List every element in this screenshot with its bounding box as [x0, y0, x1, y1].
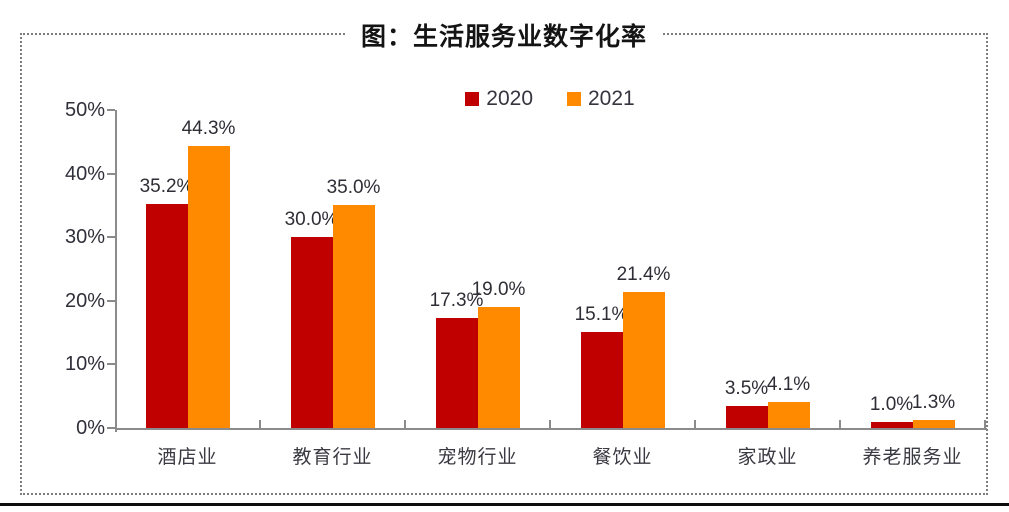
y-axis-tick-label: 50% [64, 99, 105, 121]
bar-value-label: 3.5% [724, 378, 769, 399]
bar-value-label: 35.0% [326, 177, 381, 198]
x-axis-tick [259, 420, 261, 428]
bar-2020-养老服务业 [870, 422, 913, 428]
y-axis-tick [107, 109, 115, 111]
bar-value-label: 44.3% [181, 118, 236, 139]
bar-2021-教育行业 [332, 205, 375, 428]
y-axis-tick [107, 299, 115, 302]
x-axis-tick [694, 420, 696, 428]
y-axis-line [115, 110, 117, 432]
bar-2020-家政业 [725, 406, 768, 428]
legend-item-2020: 2020 [465, 87, 533, 111]
bar-2021-酒店业 [187, 146, 230, 428]
legend-swatch-icon [465, 92, 480, 106]
y-axis-tick-label: 10% [64, 353, 105, 376]
y-axis-tick-label: 30% [64, 226, 105, 249]
bar-2020-餐饮业 [580, 332, 623, 428]
bar-value-label: 21.4% [616, 264, 671, 285]
x-axis-tick [984, 420, 986, 428]
x-axis-category-label: 养老服务业 [862, 447, 963, 468]
x-axis-tick [549, 420, 551, 428]
bar-2021-家政业 [767, 402, 810, 428]
bar-value-label: 35.2% [139, 176, 194, 197]
y-axis-tick [107, 427, 115, 429]
bar-value-label: 30.0% [284, 209, 339, 230]
y-axis-tick [107, 236, 115, 239]
bar-value-label: 19.0% [471, 279, 526, 300]
chart-title: 图：生活服务业数字化率 [346, 17, 662, 53]
bar-value-label: 4.1% [766, 374, 811, 395]
x-axis-category-label: 餐饮业 [592, 447, 653, 468]
bar-2020-宠物行业 [435, 318, 478, 428]
bar-value-label: 15.1% [574, 304, 629, 325]
bar-2021-宠物行业 [477, 307, 520, 428]
x-axis-category-label: 家政业 [737, 447, 798, 468]
y-axis-tick [107, 172, 115, 175]
bar-value-label: 1.0% [869, 394, 914, 415]
x-axis-tick [404, 420, 406, 428]
x-axis-tick [839, 420, 841, 428]
bar-value-label: 17.3% [429, 290, 484, 311]
y-axis-tick-label: 20% [64, 289, 105, 312]
x-axis-category-label: 教育行业 [292, 447, 373, 468]
legend-item-2021: 2021 [567, 87, 635, 111]
bar-2020-教育行业 [290, 237, 333, 428]
bar-2020-酒店业 [145, 204, 188, 428]
legend-swatch-icon [567, 92, 581, 106]
y-axis-tick [107, 363, 115, 366]
y-axis-tick-label: 40% [64, 162, 105, 185]
bar-value-label: 1.3% [911, 392, 956, 413]
bar-2021-养老服务业 [912, 420, 955, 428]
y-axis-tick-label: 0% [76, 417, 105, 439]
x-axis-category-label: 酒店业 [157, 447, 218, 468]
legend-label: 2021 [588, 87, 635, 110]
bottom-rule [0, 503, 1009, 506]
bar-2021-餐饮业 [622, 292, 665, 428]
legend-label: 2020 [486, 87, 533, 110]
legend: 2020 2021 [115, 86, 985, 112]
x-axis-line [115, 428, 987, 430]
x-axis-category-label: 宠物行业 [437, 447, 518, 468]
